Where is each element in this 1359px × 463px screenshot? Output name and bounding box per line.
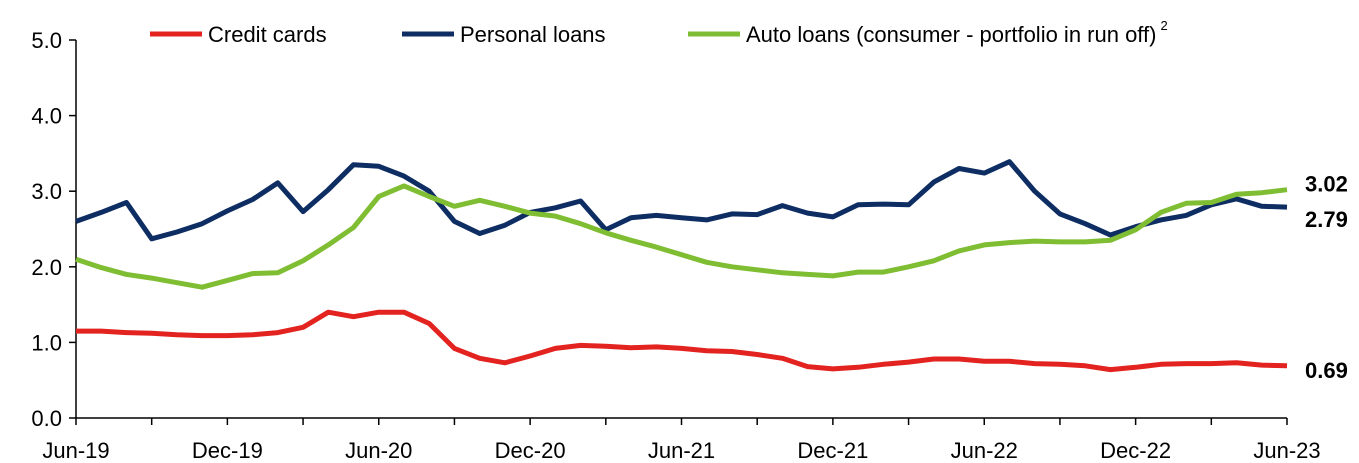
x-tick-label: Dec-21: [797, 438, 868, 463]
x-tick-label: Dec-20: [495, 438, 566, 463]
y-tick-label: 3.0: [31, 179, 62, 204]
y-tick-label: 0.0: [31, 406, 62, 431]
series-line-2: [76, 186, 1287, 287]
end-value-label: 0.69: [1305, 358, 1348, 383]
legend-label-text: Auto loans (consumer - portfolio in run …: [746, 22, 1156, 47]
end-value-label: 3.02: [1305, 172, 1348, 197]
x-tick-label: Dec-19: [192, 438, 263, 463]
y-axis-ticks: 0.0 1.0 2.0 3.0 4.0 5.0: [31, 28, 76, 431]
x-axis-ticks: Jun-19 Dec-19 Jun-20 Dec-20 Jun-21 Dec-21 Jun-…: [42, 418, 1320, 463]
legend-label-text: Personal loans: [460, 22, 606, 47]
y-tick-label: 1.0: [31, 330, 62, 355]
legend-label: Auto loans (consumer - portfolio in run …: [746, 18, 1168, 47]
series-line-1: [76, 162, 1287, 239]
x-tick-label: Jun-20: [345, 438, 412, 463]
series-line-0: [76, 312, 1287, 369]
x-tick-label: Jun-19: [42, 438, 109, 463]
legend-label: Credit cards: [208, 22, 327, 47]
x-tick-label: Jun-21: [648, 438, 715, 463]
x-tick-label: Jun-22: [951, 438, 1018, 463]
end-value-label: 2.79: [1305, 207, 1348, 232]
x-tick-label: Dec-22: [1100, 438, 1171, 463]
series-lines: [76, 162, 1287, 370]
legend-label-text: Credit cards: [208, 22, 327, 47]
y-tick-label: 4.0: [31, 104, 62, 129]
y-tick-label: 2.0: [31, 255, 62, 280]
legend-footnote-marker: 2: [1160, 18, 1167, 33]
axes: [76, 40, 1287, 418]
end-labels: 0.69 2.79 3.02: [1305, 172, 1348, 383]
legend-label: Personal loans: [460, 22, 606, 47]
y-tick-label: 5.0: [31, 28, 62, 53]
legend: Credit cards Personal loans Auto loans (co…: [150, 18, 1168, 47]
x-tick-label: Jun-23: [1253, 438, 1320, 463]
